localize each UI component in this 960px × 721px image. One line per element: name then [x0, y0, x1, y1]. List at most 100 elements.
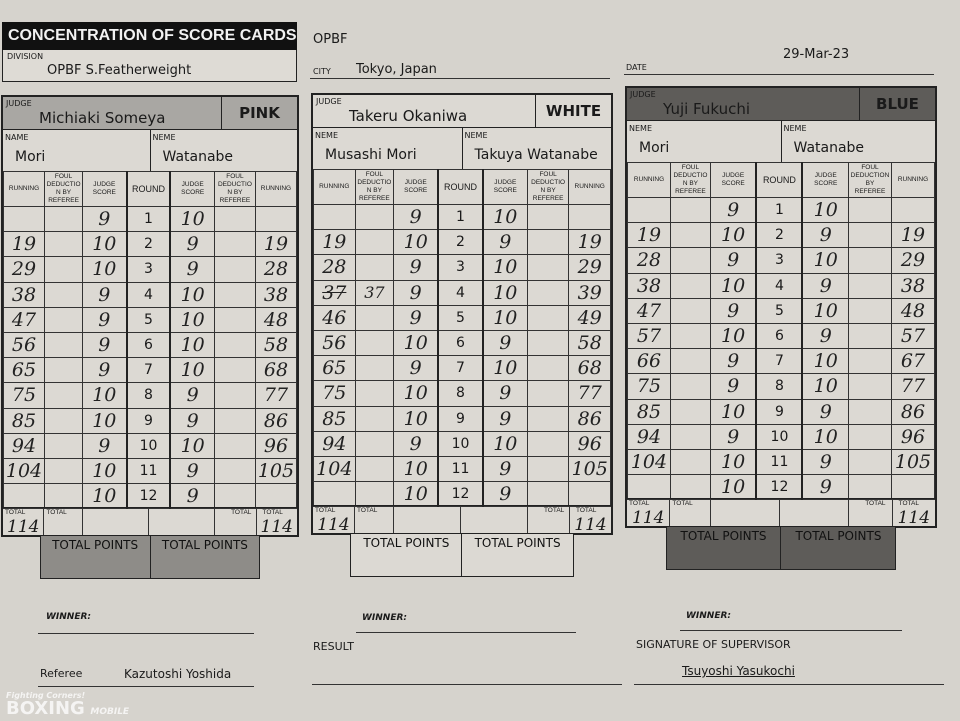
left-foul-deduction[interactable]: [354, 203, 395, 231]
right-judge-score[interactable]: 9: [482, 481, 528, 508]
left-judge-score[interactable]: 10: [82, 457, 128, 485]
left-foul-deduction[interactable]: [354, 229, 395, 256]
left-total-cell[interactable]: TOTAL 114: [3, 508, 45, 538]
left-foul-deduction[interactable]: [44, 457, 84, 485]
right-total-cell[interactable]: TOTAL 114: [257, 508, 297, 538]
right-foul-deduction[interactable]: [848, 297, 892, 324]
right-foul-deduction[interactable]: [848, 196, 892, 224]
left-foul-deduction[interactable]: [669, 196, 711, 224]
right-judge-score[interactable]: 10: [169, 357, 215, 384]
left-running-total[interactable]: 46: [313, 304, 356, 331]
right-running-total[interactable]: [568, 203, 611, 231]
left-foul-deduction[interactable]: [354, 380, 395, 407]
left-judge-score[interactable]: 9: [82, 306, 128, 333]
right-foul-deduction[interactable]: [848, 348, 892, 375]
right-judge-score[interactable]: 9: [801, 448, 850, 476]
right-judge-score[interactable]: 9: [169, 256, 215, 283]
left-judge-score[interactable]: 9: [709, 196, 757, 224]
left-total-points[interactable]: TOTAL POINTS: [667, 527, 782, 569]
right-judge-score[interactable]: 9: [169, 407, 215, 434]
right-running-total[interactable]: 19: [568, 229, 611, 256]
right-judge-score[interactable]: 10: [801, 297, 850, 324]
left-foul-deduction[interactable]: [44, 205, 84, 233]
right-foul-deduction[interactable]: [526, 481, 570, 508]
right-total-cell[interactable]: TOTAL 114: [893, 499, 935, 529]
right-running-total[interactable]: 28: [254, 256, 298, 283]
left-running-total[interactable]: 65: [313, 355, 356, 382]
left-judge-score[interactable]: 9: [709, 423, 757, 450]
right-running-total[interactable]: [890, 474, 936, 501]
left-foul-deduction[interactable]: [669, 398, 711, 425]
left-running-total[interactable]: 47: [2, 306, 46, 333]
left-foul-deduction[interactable]: [354, 254, 395, 281]
right-running-total[interactable]: 68: [568, 355, 611, 382]
left-foul-deduction[interactable]: [669, 272, 711, 299]
right-judge-score[interactable]: 10: [169, 432, 215, 459]
left-foul-deduction[interactable]: [669, 297, 711, 324]
left-judge-score[interactable]: 9: [393, 279, 439, 306]
left-judge-score[interactable]: 9: [709, 348, 757, 375]
left-foul-deduction[interactable]: [669, 448, 711, 476]
left-running-total[interactable]: 28: [627, 247, 671, 274]
right-judge-score[interactable]: 9: [801, 398, 850, 425]
right-running-total[interactable]: [890, 196, 936, 224]
right-running-total[interactable]: 39: [568, 279, 611, 306]
right-running-total[interactable]: 105: [890, 448, 936, 476]
left-running-total[interactable]: 94: [627, 423, 671, 450]
left-foul-deduction[interactable]: [669, 348, 711, 375]
left-running-total[interactable]: 85: [313, 405, 356, 432]
right-foul-deduction[interactable]: [526, 329, 570, 357]
left-judge-score[interactable]: 10: [709, 448, 757, 476]
right-judge-score[interactable]: 9: [801, 474, 850, 501]
right-running-total[interactable]: 86: [890, 398, 936, 425]
right-running-total[interactable]: 105: [568, 455, 611, 483]
left-running-total[interactable]: 75: [313, 380, 356, 407]
right-running-total[interactable]: 67: [890, 348, 936, 375]
left-judge-score[interactable]: 9: [82, 205, 128, 233]
left-judge-score[interactable]: 9: [82, 357, 128, 384]
right-running-total[interactable]: 58: [254, 331, 298, 359]
left-judge-score[interactable]: 10: [393, 380, 439, 407]
right-foul-deduction[interactable]: [213, 256, 256, 283]
right-judge-score[interactable]: 9: [169, 483, 215, 510]
left-foul-deduction[interactable]: [669, 222, 711, 249]
left-running-total[interactable]: 104: [2, 457, 46, 485]
right-foul-deduction[interactable]: [526, 229, 570, 256]
left-foul-deduction[interactable]: [354, 329, 395, 357]
left-running-total[interactable]: 37: [313, 279, 356, 306]
right-foul-deduction[interactable]: [526, 279, 570, 306]
right-judge-score[interactable]: 10: [482, 254, 528, 281]
winner-line-3[interactable]: [680, 630, 902, 631]
left-judge-score[interactable]: 10: [393, 229, 439, 256]
left-foul-total-cell[interactable]: TOTAL: [44, 508, 84, 538]
left-running-total[interactable]: 65: [2, 357, 46, 384]
right-foul-deduction[interactable]: [848, 322, 892, 350]
left-running-total[interactable]: 75: [627, 373, 671, 400]
left-foul-deduction[interactable]: [669, 423, 711, 450]
right-running-total[interactable]: 58: [568, 329, 611, 357]
left-judge-score[interactable]: 9: [82, 331, 128, 359]
right-running-total[interactable]: 86: [254, 407, 298, 434]
right-running-total[interactable]: 96: [568, 430, 611, 457]
left-running-total[interactable]: [2, 205, 46, 233]
right-judge-score[interactable]: 10: [801, 196, 850, 224]
right-foul-deduction[interactable]: [213, 231, 256, 258]
right-foul-deduction[interactable]: [526, 355, 570, 382]
left-judge-score[interactable]: 10: [393, 329, 439, 357]
right-running-total[interactable]: 29: [890, 247, 936, 274]
left-judge-score[interactable]: 9: [393, 254, 439, 281]
right-judge-score[interactable]: 9: [482, 380, 528, 407]
left-running-total[interactable]: [627, 196, 671, 224]
right-running-total[interactable]: 38: [890, 272, 936, 299]
left-foul-deduction[interactable]: [669, 322, 711, 350]
right-foul-deduction[interactable]: [848, 448, 892, 476]
left-judge-score[interactable]: 10: [709, 222, 757, 249]
left-total-cell[interactable]: TOTAL 114: [627, 499, 671, 529]
right-judge-score[interactable]: 9: [801, 222, 850, 249]
left-foul-deduction[interactable]: [44, 483, 84, 510]
left-running-total[interactable]: 19: [627, 222, 671, 249]
right-foul-deduction[interactable]: [526, 405, 570, 432]
left-running-total[interactable]: 75: [2, 382, 46, 409]
right-foul-total-cell[interactable]: TOTAL: [215, 508, 257, 538]
right-judge-score[interactable]: 10: [482, 430, 528, 457]
